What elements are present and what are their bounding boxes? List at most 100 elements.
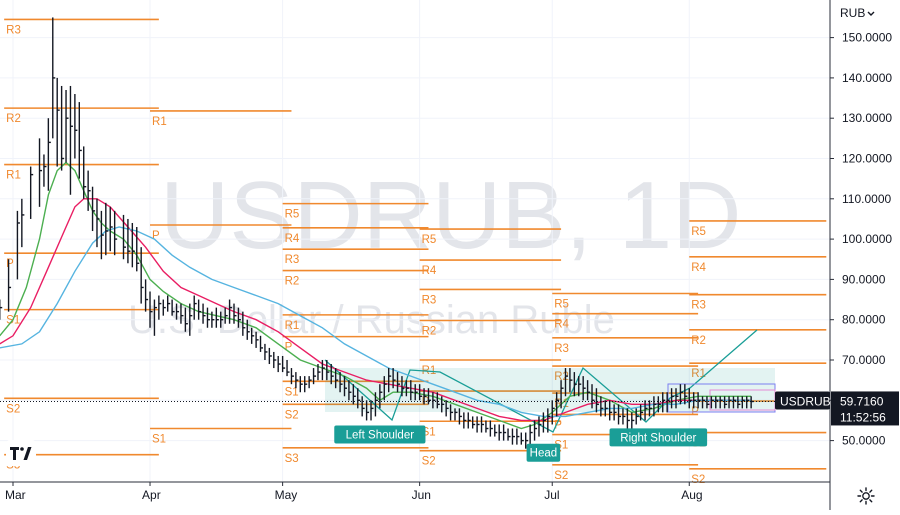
price-bar — [467, 412, 471, 429]
price-bar — [595, 388, 599, 413]
price-bar — [555, 392, 560, 417]
price-bar — [224, 307, 228, 324]
price-bar — [131, 222, 135, 268]
pivot-level-label: R2 — [422, 326, 437, 338]
price-bar — [538, 416, 542, 437]
price-bar — [604, 400, 608, 417]
pivot-level-label: R3 — [691, 300, 706, 312]
price-bar — [631, 412, 635, 429]
price-bar — [109, 206, 113, 252]
price-bar — [357, 388, 361, 409]
pattern-label: Right Shoulder — [609, 428, 708, 447]
price-bar — [299, 376, 303, 393]
price-bar — [233, 303, 237, 324]
price-bar — [242, 311, 246, 336]
price-bar — [273, 351, 277, 369]
price-bar — [449, 404, 454, 421]
price-bar — [485, 420, 489, 433]
pivot-level-label: R4 — [691, 262, 706, 274]
price-bar — [162, 299, 166, 316]
price-bar — [175, 303, 180, 320]
pattern-label-bg — [609, 428, 708, 447]
time-axis-bg — [0, 483, 830, 511]
price-bar — [180, 303, 184, 324]
price-bar — [502, 424, 507, 441]
price-bar — [564, 368, 568, 397]
pivot-level-label: P — [554, 419, 562, 431]
pivot-level-label: S2 — [6, 403, 20, 415]
price-bar — [675, 388, 679, 409]
price-bar — [639, 404, 644, 421]
price-bar — [100, 210, 104, 260]
moving-average-line — [0, 161, 752, 430]
price-bar — [264, 343, 268, 360]
price-bar — [43, 154, 47, 187]
price-bar — [401, 376, 405, 397]
price-bar — [365, 400, 370, 421]
price-bar — [127, 218, 131, 264]
price-bar — [290, 368, 294, 385]
price-bar — [277, 355, 281, 373]
price-bar — [578, 376, 582, 397]
price-bar — [87, 170, 91, 211]
price-bar — [352, 384, 356, 405]
pivot-level-label: P — [285, 342, 293, 354]
price-bar — [317, 364, 321, 381]
pattern-label-bg — [334, 425, 426, 444]
price-bar — [0, 299, 3, 320]
price-bar — [489, 420, 493, 437]
price-bar — [202, 303, 206, 324]
price-bar — [370, 400, 374, 421]
price-bar — [334, 368, 339, 389]
price-bar — [308, 376, 312, 389]
price-bar — [255, 331, 259, 348]
pivot-level-label: R3 — [422, 294, 437, 306]
pivot-level-label: P — [6, 258, 14, 270]
price-bar — [38, 138, 43, 207]
price-bar — [140, 247, 144, 304]
pivot-level-label: S3 — [285, 453, 299, 465]
price-bar — [410, 380, 414, 401]
price-bar — [670, 388, 675, 409]
price-bar — [551, 400, 555, 425]
price-bar — [405, 380, 409, 397]
price-bar — [723, 396, 728, 409]
price-bar — [560, 380, 564, 409]
tradingview-logo-icon[interactable] — [6, 440, 36, 466]
price-bar — [710, 396, 714, 409]
price-bar — [246, 319, 250, 340]
time-axis-label: Mar — [5, 488, 26, 502]
price-bar — [250, 327, 255, 344]
pattern-label-text: Left Shoulder — [346, 430, 415, 442]
price-axis-label: 130.0000 — [842, 111, 892, 125]
price-bar — [304, 376, 308, 393]
price-bar — [418, 384, 423, 401]
price-bar — [144, 279, 149, 312]
time-axis-label: May — [275, 488, 298, 502]
pivot-level-label: R4 — [554, 319, 569, 331]
price-bar — [480, 416, 485, 433]
pivot-level-label: R3 — [554, 343, 569, 355]
price-bar — [237, 307, 241, 328]
price-axis-label: 140.0000 — [842, 71, 892, 85]
price-bar — [153, 299, 157, 336]
price-bar — [281, 355, 286, 373]
pivot-level-label: R2 — [285, 276, 300, 288]
price-axis-label: 150.0000 — [842, 31, 892, 45]
pivot-level-label: S2 — [691, 474, 705, 486]
price-bar — [7, 259, 12, 312]
currency-selector[interactable]: RUB — [836, 3, 879, 23]
price-axis-label: 100.0000 — [842, 232, 892, 246]
pivot-level-label: S2 — [554, 470, 568, 482]
price-bar — [427, 388, 431, 405]
price-bar — [617, 404, 622, 425]
chart-settings-button[interactable] — [855, 485, 877, 507]
price-axis-label: 110.0000 — [842, 192, 891, 206]
price-bar — [259, 335, 264, 352]
price-bar — [715, 396, 719, 409]
price-bar — [679, 384, 683, 405]
price-bar — [52, 17, 56, 139]
price-bar — [122, 214, 126, 260]
currency-label: RUB — [840, 6, 866, 20]
